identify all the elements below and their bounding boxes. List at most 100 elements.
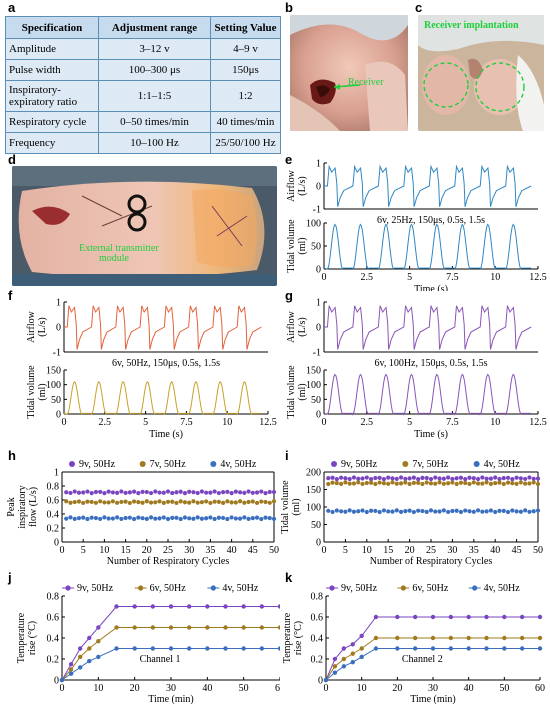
data-point — [493, 509, 498, 515]
annotation: Channel 2 — [402, 654, 443, 665]
data-point — [373, 508, 378, 514]
data-point — [416, 477, 421, 482]
data-point — [115, 515, 120, 520]
specification-table: Specification Adjustment range Setting V… — [5, 16, 281, 154]
data-point — [493, 480, 498, 486]
data-point — [523, 481, 528, 486]
data-point — [186, 646, 192, 651]
data-point — [448, 646, 454, 651]
data-point — [81, 490, 86, 495]
y-tick-label: -1 — [53, 348, 61, 359]
data-point — [326, 508, 331, 513]
y-axis-label: rise (°C) — [293, 621, 304, 655]
data-point — [484, 646, 489, 651]
data-point — [153, 489, 158, 494]
data-point — [527, 475, 532, 480]
y-tick-label: 1 — [316, 298, 321, 309]
airflow-series-line — [324, 164, 532, 207]
data-point — [148, 515, 154, 520]
x-tick-label: 12.5 — [259, 417, 277, 428]
data-point — [463, 480, 468, 486]
data-point — [161, 515, 166, 520]
legend-marker — [210, 461, 217, 467]
x-tick-label: 50 — [269, 545, 279, 556]
data-point — [467, 475, 472, 480]
data-point — [85, 499, 90, 504]
x-tick-label: 35 — [205, 545, 215, 556]
data-point — [350, 659, 355, 665]
table-cell: 100–300 μs — [98, 59, 211, 81]
data-point — [216, 515, 221, 520]
data-point — [96, 654, 101, 660]
data-point — [347, 508, 352, 513]
y-tick-label: 0 — [318, 676, 323, 687]
data-point — [136, 499, 141, 505]
table-header-row: Specification Adjustment range Setting V… — [5, 16, 281, 39]
data-point — [110, 499, 115, 504]
data-point — [64, 490, 69, 495]
data-point — [334, 508, 339, 513]
data-point — [502, 646, 507, 651]
y-tick-label: 0.4 — [47, 634, 60, 645]
data-point — [407, 508, 412, 513]
x-tick-label: 45 — [248, 545, 258, 556]
y-tick-label: 50 — [311, 395, 321, 406]
data-point — [395, 646, 400, 651]
table-cell: Amplitude — [5, 38, 99, 60]
table-cell: 10–100 Hz — [98, 132, 211, 154]
table-row: Pulse width 100–300 μs 150μs — [5, 59, 281, 81]
data-point — [267, 500, 272, 505]
x-axis-label: Number of Respiratory Cycles — [107, 556, 230, 567]
data-point — [450, 508, 455, 514]
data-point — [187, 489, 192, 494]
data-point — [347, 476, 352, 482]
data-point — [195, 515, 200, 520]
data-point — [123, 499, 128, 504]
data-point — [356, 509, 361, 514]
table-cell: Pulse width — [5, 59, 99, 81]
y-axis-label: flow (L/s) — [28, 487, 39, 527]
data-point — [360, 476, 365, 481]
x-tick-label: 30 — [166, 683, 176, 694]
data-point — [72, 516, 77, 521]
legend-marker — [329, 585, 335, 591]
data-point — [420, 475, 425, 480]
data-point — [221, 515, 226, 521]
x-tick-label: 7.5 — [446, 272, 459, 283]
data-point — [416, 480, 421, 485]
data-point — [518, 509, 523, 514]
data-point — [527, 481, 532, 486]
y-axis-label: inspiratory — [17, 485, 28, 528]
legend-marker — [400, 585, 406, 591]
data-point — [157, 490, 162, 495]
data-point — [178, 489, 183, 494]
x-tick-label: 15 — [383, 545, 393, 556]
y-axis-label: (L/s) — [297, 176, 308, 195]
data-point — [341, 664, 347, 669]
data-point — [416, 508, 421, 513]
legend-label: 6v, 50Hz — [412, 583, 449, 594]
y-tick-label: 100 — [46, 380, 61, 391]
table-row: Respiratory cycle 0–50 times/min 40 time… — [5, 111, 281, 133]
data-point — [114, 646, 119, 651]
table-cell: Inspiratory-expiratory ratio — [5, 80, 99, 112]
data-point — [330, 480, 335, 485]
x-tick-label: 12.5 — [529, 272, 547, 283]
data-point — [360, 481, 365, 487]
data-point — [106, 489, 111, 494]
panel-label-j: j — [8, 570, 12, 585]
table-cell: 0–50 times/min — [98, 111, 211, 133]
photo-receiver-implantation: Receiver implantation — [418, 15, 544, 131]
y-tick-label: 0.2 — [47, 655, 60, 666]
legend-label: 7v, 50Hz — [412, 459, 449, 470]
data-point — [127, 500, 132, 506]
data-point — [254, 490, 260, 495]
data-point — [115, 490, 120, 495]
data-point — [259, 625, 265, 630]
data-point — [412, 635, 418, 641]
y-tick-label: 0.2 — [311, 655, 324, 666]
data-point — [480, 509, 485, 514]
data-point — [68, 667, 74, 672]
data-point — [144, 499, 149, 504]
